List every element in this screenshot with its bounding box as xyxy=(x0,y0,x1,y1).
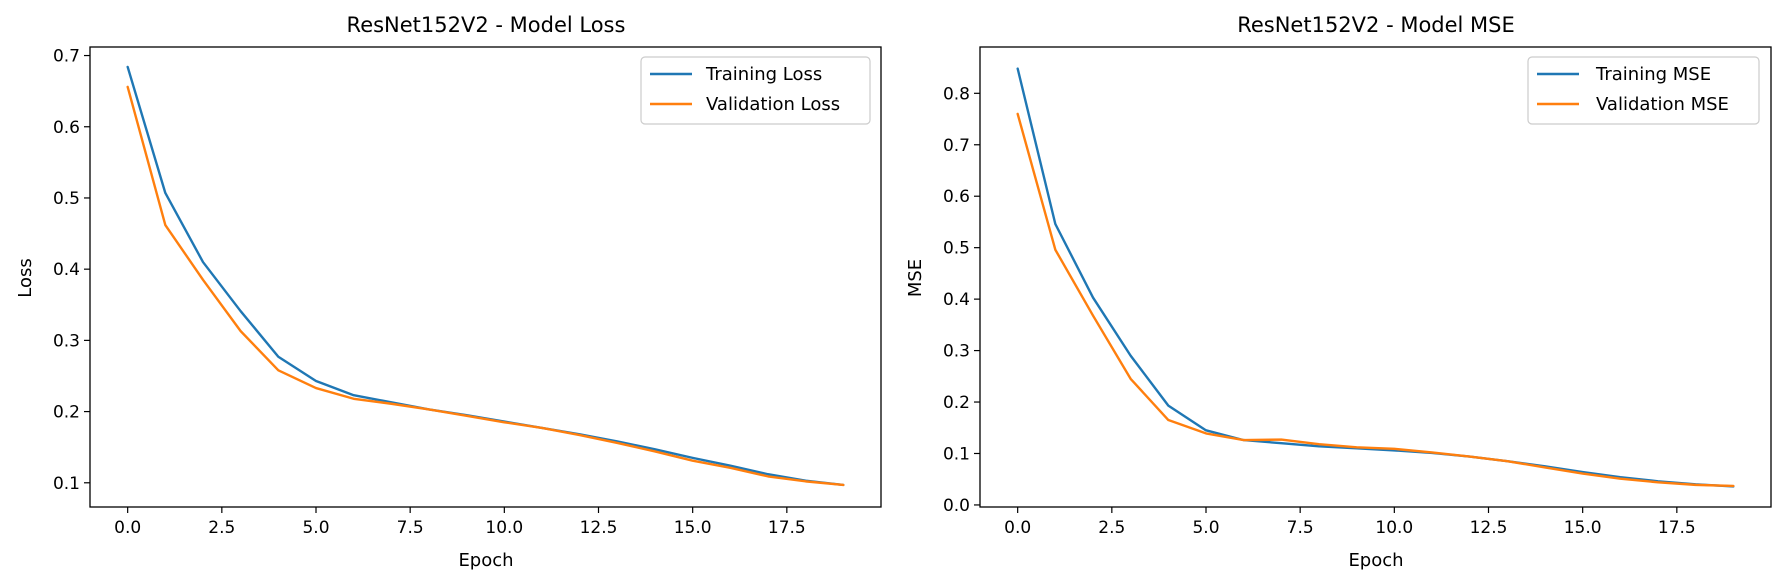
x-tick-label: 10.0 xyxy=(485,518,523,538)
y-tick-label: 0.4 xyxy=(943,290,970,310)
plot-frame xyxy=(979,46,1772,508)
y-tick-label: 0.5 xyxy=(943,239,970,259)
plot-frame xyxy=(89,46,882,508)
legend: Training Loss Validation Loss xyxy=(640,56,871,125)
y-tick-label: 0.6 xyxy=(943,187,970,207)
y-tick-label: 0.7 xyxy=(53,47,80,67)
y-tick-label: 0.2 xyxy=(53,403,80,423)
x-tick-label: 7.5 xyxy=(397,518,424,538)
chart-title: ResNet152V2 - Model Loss xyxy=(347,13,626,37)
x-tick-label: 2.5 xyxy=(1098,518,1125,538)
series-line-validation xyxy=(1016,112,1735,488)
legend-label-training: Training MSE xyxy=(1595,64,1711,85)
x-tick-label: 12.5 xyxy=(580,518,618,538)
x-tick-label: 10.0 xyxy=(1375,518,1413,538)
y-tick-label: 0.3 xyxy=(943,342,970,362)
y-axis-label: Loss xyxy=(15,258,36,297)
mse-chart-panel: ResNet152V2 - Model MSE Epoch MSE 0.0 2.5… xyxy=(905,13,1772,571)
y-tick-label: 0.0 xyxy=(943,496,970,516)
series-line-training xyxy=(1016,67,1735,488)
series-line-training xyxy=(126,65,845,487)
x-tick-label: 15.0 xyxy=(1564,518,1602,538)
y-tick-label: 0.2 xyxy=(943,393,970,413)
series-lines xyxy=(1016,67,1735,488)
legend-label-validation: Validation Loss xyxy=(706,94,840,115)
x-tick-label: 12.5 xyxy=(1470,518,1508,538)
legend-box xyxy=(1527,56,1760,125)
x-tick-label: 5.0 xyxy=(1192,518,1219,538)
x-tick-label: 7.5 xyxy=(1287,518,1314,538)
y-tick-label: 0.4 xyxy=(53,260,80,280)
series-lines xyxy=(126,65,845,487)
x-tick-label: 0.0 xyxy=(1004,518,1031,538)
x-axis-label: Epoch xyxy=(458,550,513,571)
y-axis-label: MSE xyxy=(905,259,926,297)
legend: Training MSE Validation MSE xyxy=(1527,56,1760,125)
x-axis-label: Epoch xyxy=(1348,550,1403,571)
y-tick-label: 0.6 xyxy=(53,118,80,138)
x-tick-label: 17.5 xyxy=(1658,518,1696,538)
y-tick-label: 0.1 xyxy=(53,474,80,494)
y-tick-label: 0.5 xyxy=(53,189,80,209)
loss-chart-panel: ResNet152V2 - Model Loss Epoch Loss 0.0 2… xyxy=(15,13,882,571)
legend-label-validation: Validation MSE xyxy=(1596,94,1729,115)
legend-label-training: Training Loss xyxy=(705,64,822,85)
axis-ticks: 0.0 2.5 5.0 7.5 10.0 12.5 15.0 17.5 0.1 0.2 0.3 0.4… xyxy=(53,47,806,538)
x-tick-label: 2.5 xyxy=(208,518,235,538)
x-tick-label: 0.0 xyxy=(114,518,141,538)
y-tick-label: 0.1 xyxy=(943,444,970,464)
chart-title: ResNet152V2 - Model MSE xyxy=(1237,13,1515,37)
x-tick-label: 5.0 xyxy=(302,518,329,538)
legend-box xyxy=(640,56,871,125)
x-tick-label: 17.5 xyxy=(768,518,806,538)
axis-ticks: 0.0 2.5 5.0 7.5 10.0 12.5 15.0 17.5 0.0 0.1 0.2 0.3… xyxy=(943,84,1696,538)
y-tick-label: 0.8 xyxy=(943,84,970,104)
y-tick-label: 0.7 xyxy=(943,136,970,156)
y-tick-label: 0.3 xyxy=(53,331,80,351)
x-tick-label: 15.0 xyxy=(674,518,712,538)
series-line-validation xyxy=(126,85,845,487)
